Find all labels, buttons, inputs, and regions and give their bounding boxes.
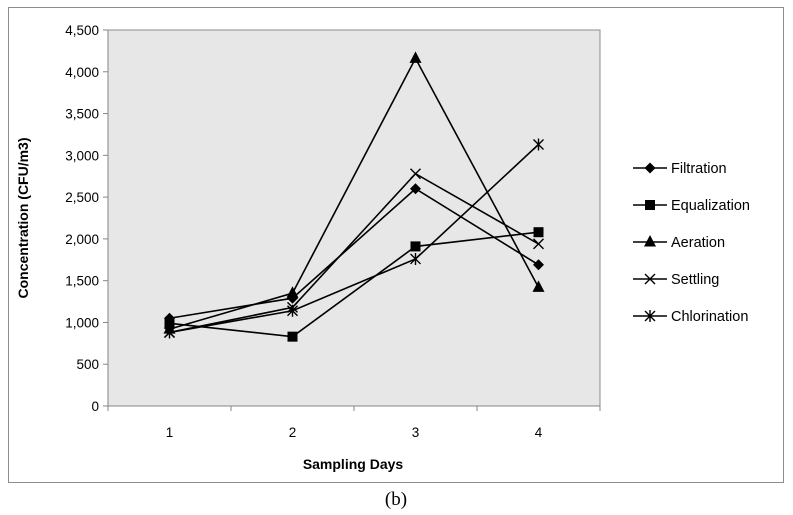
data-point — [410, 168, 421, 180]
y-tick-label: 0 — [91, 399, 99, 414]
series-chlorination — [164, 138, 544, 339]
legend-entry: Aeration — [633, 235, 725, 251]
series-line — [169, 143, 540, 334]
legend-entry: Chlorination — [633, 309, 748, 325]
x-tick-label: 1 — [166, 425, 174, 440]
legend-label: Equalization — [671, 198, 750, 214]
data-point — [164, 326, 175, 339]
x-tick-label: 3 — [412, 425, 420, 440]
legend-label: Chlorination — [671, 309, 748, 325]
y-tick-label: 2,000 — [65, 232, 99, 247]
x-tick-label: 2 — [289, 425, 297, 440]
y-tick-label: 1,500 — [65, 274, 99, 289]
series-line — [169, 231, 539, 338]
data-point — [287, 304, 298, 317]
data-point — [533, 238, 544, 250]
plot-area — [107, 29, 601, 407]
data-point — [410, 183, 421, 195]
y-ticks: 0 500 1,000 1,500 2,000 2,500 3,000 3,500 4,000 4… — [65, 23, 108, 414]
series-layer — [163, 51, 545, 342]
data-point — [409, 51, 422, 63]
data-point — [410, 252, 421, 265]
y-tick-label: 3,500 — [65, 107, 99, 122]
legend-entry: Filtration — [633, 161, 727, 177]
x-tick-label: 4 — [535, 425, 543, 440]
legend-marker — [644, 310, 656, 322]
y-axis-title: Concentration (CFU/m3) — [15, 138, 31, 299]
legend-label: Settling — [671, 272, 719, 288]
series-line — [169, 172, 539, 334]
legend-marker — [644, 273, 656, 285]
data-point — [533, 138, 544, 151]
data-point — [410, 241, 421, 252]
data-point — [286, 286, 299, 298]
legend-marker — [644, 235, 656, 247]
legend-label: Filtration — [671, 161, 727, 177]
legend-marker — [645, 200, 655, 210]
data-point — [532, 280, 545, 292]
y-tick-label: 2,500 — [65, 190, 99, 205]
y-tick-label: 4,000 — [65, 65, 99, 80]
y-tick-label: 3,000 — [65, 148, 99, 163]
legend-entry: Settling — [633, 272, 719, 288]
series-line — [169, 56, 540, 330]
legend-entry: Equalization — [633, 198, 750, 214]
y-tick-label: 1,000 — [65, 315, 99, 330]
legend: Filtration Equalization Aeration Settling Ch… — [633, 161, 750, 325]
data-point — [533, 259, 544, 271]
x-ticks: 1 2 3 4 — [107, 406, 601, 440]
data-point — [533, 227, 544, 238]
legend-label: Aeration — [671, 235, 725, 251]
data-point — [287, 331, 298, 342]
series-line — [169, 187, 539, 320]
figure-caption: (b) — [385, 489, 407, 510]
x-axis-title: Sampling Days — [303, 456, 404, 472]
y-tick-label: 500 — [76, 357, 99, 372]
y-tick-label: 4,500 — [65, 23, 99, 38]
legend-marker — [644, 162, 656, 174]
